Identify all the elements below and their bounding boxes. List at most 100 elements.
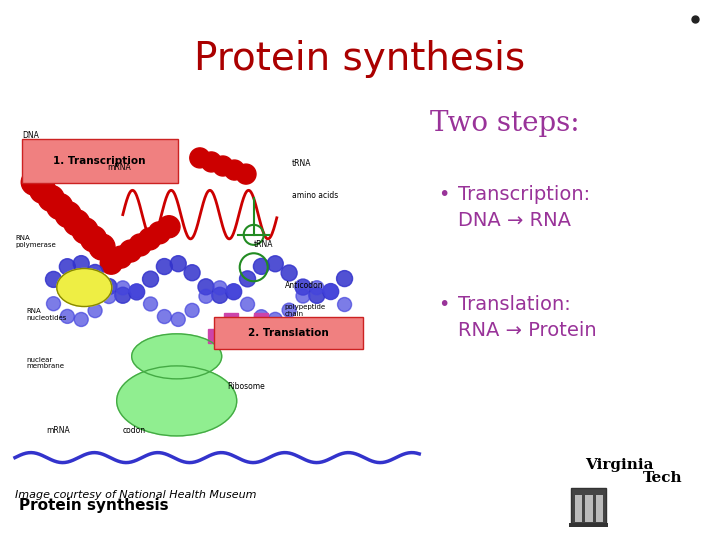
Circle shape <box>130 284 144 298</box>
Bar <box>224 313 238 327</box>
Circle shape <box>236 164 256 184</box>
Text: Ribosome: Ribosome <box>227 382 264 391</box>
Circle shape <box>254 310 269 323</box>
Text: Virginia: Virginia <box>585 458 654 472</box>
Text: 1. Transcription: 1. Transcription <box>53 156 146 166</box>
Circle shape <box>129 234 151 256</box>
Circle shape <box>47 296 60 310</box>
Circle shape <box>139 228 161 250</box>
Circle shape <box>143 297 158 311</box>
Circle shape <box>184 265 200 281</box>
Circle shape <box>296 289 310 303</box>
Text: 2. Translation: 2. Translation <box>248 328 329 338</box>
Circle shape <box>88 303 102 318</box>
Circle shape <box>45 272 61 287</box>
Circle shape <box>323 284 338 300</box>
Circle shape <box>190 148 210 168</box>
Bar <box>596 495 603 522</box>
Text: tRNA: tRNA <box>253 240 273 249</box>
Circle shape <box>324 285 338 299</box>
Circle shape <box>213 281 227 295</box>
Circle shape <box>114 287 131 303</box>
Bar <box>254 313 269 327</box>
Circle shape <box>120 240 142 262</box>
Ellipse shape <box>132 334 222 379</box>
Circle shape <box>171 313 185 326</box>
FancyBboxPatch shape <box>22 139 178 183</box>
Circle shape <box>336 271 353 287</box>
Circle shape <box>156 259 172 274</box>
Bar <box>585 495 593 522</box>
Circle shape <box>148 222 171 244</box>
Circle shape <box>102 289 116 303</box>
Bar <box>571 488 606 524</box>
Text: codon: codon <box>123 426 146 435</box>
Circle shape <box>240 297 255 311</box>
Circle shape <box>73 255 89 272</box>
Text: •: • <box>438 185 449 204</box>
Circle shape <box>55 201 81 227</box>
Circle shape <box>74 313 89 327</box>
Circle shape <box>87 265 103 280</box>
Circle shape <box>253 258 269 274</box>
Text: mRNA: mRNA <box>107 163 131 172</box>
Circle shape <box>101 279 117 294</box>
Circle shape <box>72 218 98 244</box>
Circle shape <box>59 259 76 275</box>
Ellipse shape <box>57 268 112 307</box>
Text: nuclear
membrane: nuclear membrane <box>27 356 65 369</box>
Circle shape <box>129 284 145 300</box>
Text: Transcription:
DNA → RNA: Transcription: DNA → RNA <box>458 185 590 231</box>
Circle shape <box>89 234 115 260</box>
Circle shape <box>60 309 74 323</box>
Text: polypeptide
chain: polypeptide chain <box>284 304 325 317</box>
Circle shape <box>295 279 311 295</box>
Bar <box>239 329 253 343</box>
Circle shape <box>338 298 351 312</box>
Circle shape <box>110 246 132 268</box>
Circle shape <box>81 226 107 252</box>
Circle shape <box>185 303 199 318</box>
Circle shape <box>22 169 48 195</box>
Text: Protein synthesis: Protein synthesis <box>194 40 526 78</box>
Circle shape <box>63 210 89 235</box>
Ellipse shape <box>117 366 237 436</box>
Circle shape <box>309 287 325 303</box>
Circle shape <box>199 289 213 303</box>
Text: Tech: Tech <box>643 471 683 485</box>
Circle shape <box>240 271 256 287</box>
Text: amino acids: amino acids <box>292 191 338 200</box>
Circle shape <box>310 281 324 295</box>
Text: Anticodon: Anticodon <box>284 280 323 289</box>
Circle shape <box>38 185 64 211</box>
Circle shape <box>143 271 158 287</box>
Circle shape <box>47 193 73 219</box>
Circle shape <box>116 281 130 295</box>
Text: mRNA: mRNA <box>46 426 70 435</box>
Text: DNA: DNA <box>23 131 40 140</box>
Text: tRNA: tRNA <box>292 159 312 168</box>
Text: RNA
polymerase: RNA polymerase <box>15 235 55 248</box>
Circle shape <box>227 285 240 299</box>
Circle shape <box>202 152 221 172</box>
Circle shape <box>100 252 122 274</box>
Circle shape <box>225 160 245 180</box>
Circle shape <box>225 284 242 300</box>
Circle shape <box>170 255 186 272</box>
Bar <box>575 495 582 522</box>
Circle shape <box>269 312 282 326</box>
Text: Image courtesy of National Health Museum: Image courtesy of National Health Museum <box>15 490 256 500</box>
Circle shape <box>30 177 55 203</box>
Circle shape <box>198 279 214 295</box>
Text: Translation:
RNA → Protein: Translation: RNA → Protein <box>458 295 597 341</box>
Text: Protein synthesis: Protein synthesis <box>19 498 168 513</box>
Bar <box>270 329 284 343</box>
Bar <box>569 523 608 526</box>
Bar <box>208 329 222 343</box>
FancyBboxPatch shape <box>215 317 362 349</box>
Circle shape <box>158 309 171 323</box>
Circle shape <box>212 287 228 303</box>
Circle shape <box>213 156 233 176</box>
Circle shape <box>267 256 283 272</box>
Circle shape <box>158 216 180 238</box>
